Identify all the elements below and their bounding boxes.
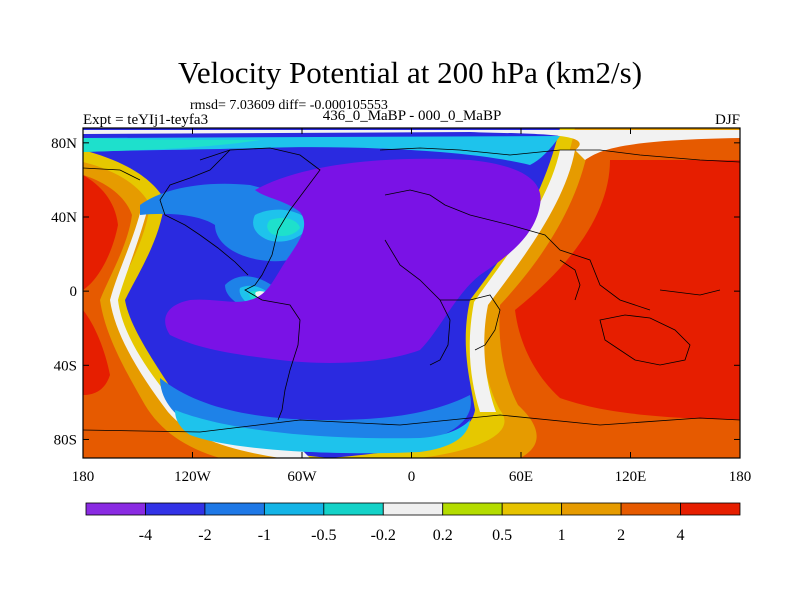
x-tick-label: 60E <box>509 469 533 485</box>
experiment-label: Expt = teYIj1-teyfa3 <box>83 112 208 128</box>
colorbar-swatch <box>85 502 146 516</box>
map-field <box>83 128 740 458</box>
colorbar-label: -1 <box>258 527 271 544</box>
y-tick-label: 0 <box>70 284 78 300</box>
coastlines <box>83 147 740 433</box>
colorbar-swatch <box>145 502 206 516</box>
colorbar-label: 0.5 <box>492 527 512 544</box>
colorbar-swatch <box>561 502 622 516</box>
colorbar: -4 -2 -1 -0.5 -0.2 0.2 0.5 1 2 4 <box>85 502 741 544</box>
y-tick-label: 40S <box>54 358 77 374</box>
colorbar-swatch <box>501 502 563 516</box>
colorbar-swatch <box>382 502 444 516</box>
near-zero-band-east <box>469 150 575 412</box>
y-tick-label: 80N <box>51 136 77 152</box>
x-tick-label: 180 <box>72 469 95 485</box>
colorbar-label: -0.2 <box>371 527 396 544</box>
stats-label: rmsd= 7.03609 diff= -0.000105553 <box>190 98 388 113</box>
colorbar-swatch <box>620 502 681 516</box>
figure-title: Velocity Potential at 200 hPa (km2/s) <box>178 55 642 90</box>
colorbar-label: -2 <box>198 527 211 544</box>
near-zero-band-west <box>110 200 310 458</box>
y-axis: 80N 40N 0 40S 80S <box>51 136 740 448</box>
colorbar-swatch <box>204 502 265 516</box>
colorbar-label: 0.2 <box>433 527 453 544</box>
colorbar-label: -4 <box>139 527 152 544</box>
colorbar-label: -0.5 <box>311 527 336 544</box>
x-tick-label: 120W <box>174 469 212 485</box>
x-tick-label: 0 <box>408 469 416 485</box>
colorbar-swatch <box>263 502 325 516</box>
colorbar-label: 1 <box>558 527 566 544</box>
colorbar-swatch <box>323 502 384 516</box>
strong-negative-core <box>165 158 541 363</box>
colorbar-swatch <box>680 502 741 516</box>
colorbar-label: 2 <box>617 527 625 544</box>
season-label: DJF <box>715 112 740 128</box>
colorbar-label: 4 <box>677 527 685 544</box>
x-tick-label: 120E <box>615 469 647 485</box>
x-tick-label: 60W <box>287 469 317 485</box>
positive-anomaly-east <box>330 128 740 458</box>
comparison-label: 436_0_MaBP - 000_0_MaBP <box>323 108 502 124</box>
colorbar-swatch <box>442 502 503 516</box>
near-zero-band-north <box>83 130 740 160</box>
y-tick-label: 40N <box>51 210 77 226</box>
y-tick-label: 80S <box>54 432 77 448</box>
x-axis: 180 120W 60W 0 60E 120E 180 <box>72 128 752 485</box>
x-tick-label: 180 <box>729 469 752 485</box>
